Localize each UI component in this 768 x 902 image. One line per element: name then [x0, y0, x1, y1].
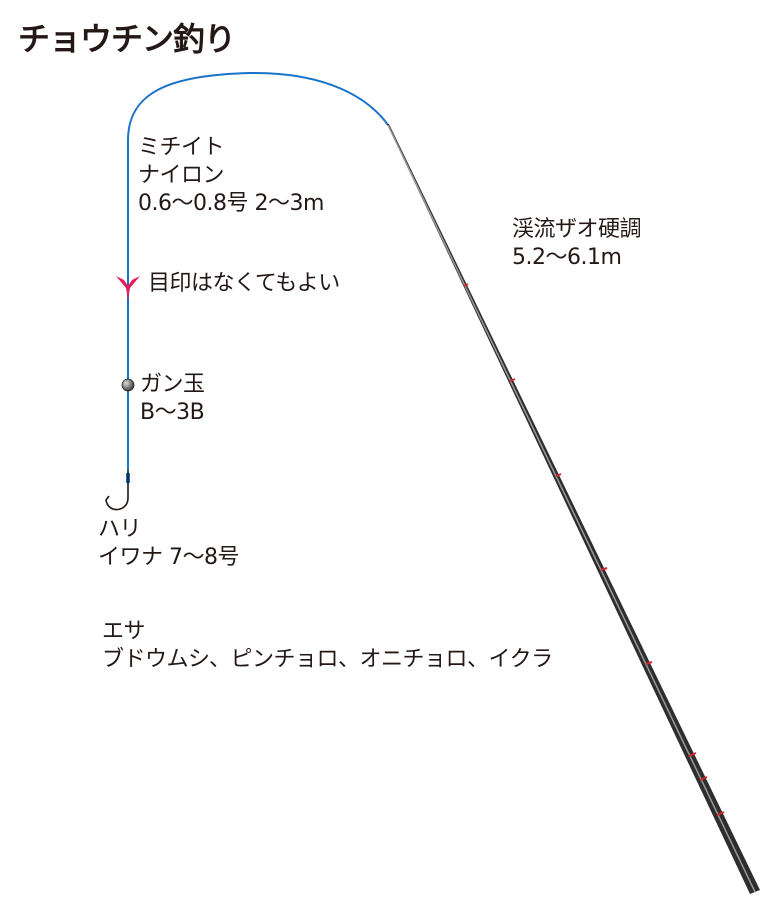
bait-label: エサ ブドウムシ、ピンチョロ、オニチョロ、イクラ	[102, 618, 553, 674]
marker-icon	[116, 276, 140, 300]
rod-length: 5.2〜6.1m	[512, 245, 622, 270]
hook-spec: イワナ 7〜8号	[98, 545, 240, 570]
hook-name: ハリ	[98, 517, 142, 542]
page-title: チョウチン釣り	[18, 20, 236, 58]
line-label: ミチイト ナイロン 0.6〜0.8号 2〜3m	[138, 134, 324, 218]
hook-icon	[105, 470, 129, 511]
line-material: ナイロン	[138, 163, 225, 188]
rod-guides	[463, 283, 725, 816]
marker-label: 目印はなくてもよい	[148, 271, 340, 296]
bait-list: ブドウムシ、ピンチョロ、オニチョロ、イクラ	[102, 647, 553, 672]
sinker-name: ガン玉	[140, 372, 205, 397]
line-name: ミチイト	[138, 135, 225, 160]
sinker-icon	[121, 378, 135, 392]
bait-name: エサ	[102, 619, 146, 644]
sinker-label: ガン玉 B〜3B	[140, 371, 205, 427]
hook-label: ハリ イワナ 7〜8号	[98, 516, 240, 572]
rod-label: 渓流ザオ硬調 5.2〜6.1m	[512, 216, 642, 272]
sinker-spec: B〜3B	[140, 400, 205, 425]
line-spec: 0.6〜0.8号 2〜3m	[138, 191, 324, 216]
rod-name: 渓流ザオ硬調	[512, 217, 642, 242]
fishing-line	[127, 71, 389, 470]
